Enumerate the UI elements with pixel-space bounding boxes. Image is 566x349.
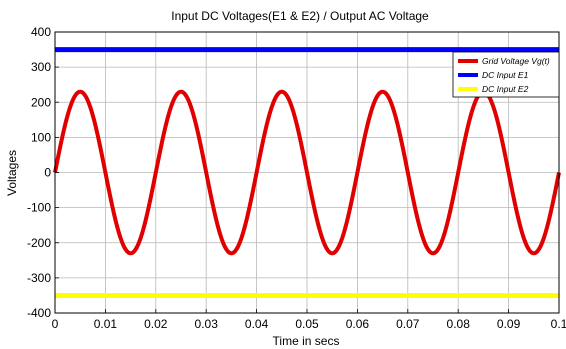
- series-line-grid-voltage-vg-t: [53, 89, 561, 256]
- chart-title: Input DC Voltages(E1 & E2) / Output AC V…: [171, 9, 429, 23]
- x-tick-label: 0.07: [396, 317, 420, 331]
- legend-label-dc-input-e1: DC Input E1: [482, 70, 529, 80]
- x-tick-label: 0.04: [245, 317, 269, 331]
- legend-label-grid-voltage: Grid Voltage Vg(t): [482, 56, 550, 66]
- y-tick-label: -200: [27, 236, 51, 250]
- x-tick-label: 0.02: [144, 317, 168, 331]
- x-tick-label: 0: [52, 317, 59, 331]
- x-tick-label: 0.1: [551, 317, 566, 331]
- y-tick-label: 0: [44, 166, 51, 180]
- legend: Grid Voltage Vg(t) DC Input E1 DC Input …: [452, 51, 560, 98]
- x-tick-label: 0.03: [195, 317, 219, 331]
- x-axis-label: Time in secs: [273, 334, 340, 348]
- legend-label-dc-input-e2: DC Input E2: [482, 84, 529, 94]
- series-group: [53, 47, 561, 298]
- y-tick-label: -400: [27, 306, 51, 320]
- x-tick-label: 0.09: [497, 317, 521, 331]
- x-tick-label: 0.05: [295, 317, 319, 331]
- x-tick-label: 0.01: [94, 317, 118, 331]
- y-tick-label: 200: [31, 95, 51, 109]
- y-tick-label: 300: [31, 60, 51, 74]
- x-tick-label: 0.06: [346, 317, 370, 331]
- y-tick-label: -300: [27, 271, 51, 285]
- y-tick-label: -100: [27, 201, 51, 215]
- y-axis-label: Voltages: [5, 150, 19, 196]
- ticks: 0 0.01 0.02 0.03 0.04 0.05 0.06 0.07 0.08 0.09 0.1…: [27, 25, 566, 331]
- x-tick-label: 0.08: [447, 317, 471, 331]
- y-tick-label: 400: [31, 25, 51, 39]
- y-tick-label: 100: [31, 130, 51, 144]
